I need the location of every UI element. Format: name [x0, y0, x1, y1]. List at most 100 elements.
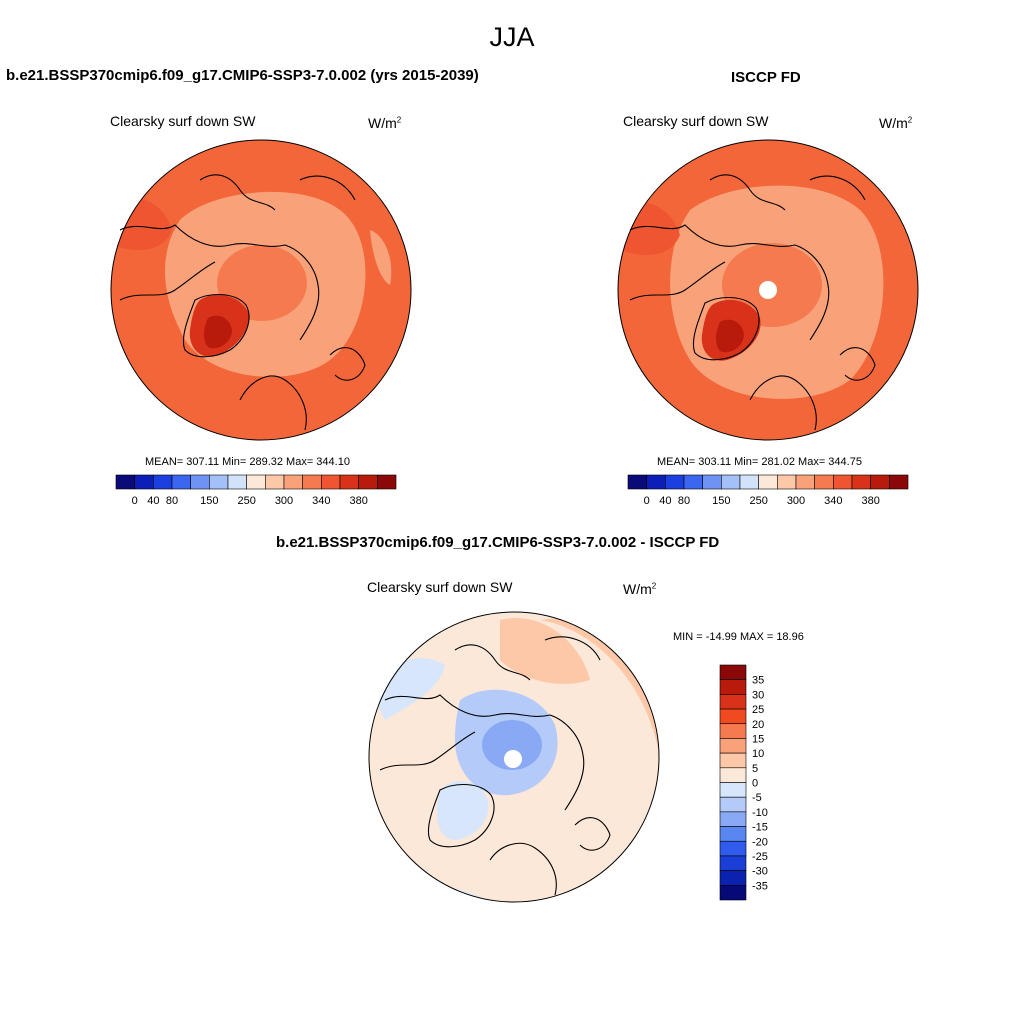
map-obs — [617, 139, 919, 441]
colorbar-model-swatch — [339, 474, 359, 490]
colorbar-model-tick-label: 80 — [166, 495, 178, 507]
map-model-coastlines — [119, 174, 366, 431]
colorbar-obs-swatch — [627, 474, 647, 490]
colorbar-diff-tick-label: -30 — [752, 866, 768, 878]
panel-1-stats: MEAN= 307.11 Min= 289.32 Max= 344.10 — [145, 456, 350, 468]
colorbar-obs-tick-label: 40 — [659, 495, 671, 507]
colorbar-model-swatch — [302, 474, 322, 490]
colorbar-diff-swatch — [719, 885, 747, 901]
colorbar-model-tick-label: 40 — [147, 495, 159, 507]
panel-1-variable: Clearsky surf down SW — [110, 113, 256, 129]
map-diff-fill-pole-cool — [482, 720, 542, 770]
colorbar-obs-tick-label: 340 — [824, 495, 842, 507]
colorbar-diff-tick-label: 35 — [752, 675, 764, 687]
colorbar-diff-tick-label: 0 — [752, 778, 758, 790]
colorbar-diff-swatch — [719, 708, 747, 725]
colorbar-diff-swatch — [719, 767, 747, 783]
colorbar-diff-tick-label: -25 — [752, 851, 768, 863]
colorbar-obs-swatch — [665, 474, 685, 490]
colorbar-model-swatch — [283, 474, 303, 490]
panel-2-units: W/m2 — [879, 115, 913, 131]
colorbar-model-swatch — [246, 474, 266, 490]
colorbar-obs-swatch — [795, 474, 815, 490]
colorbar-diff-swatch — [719, 855, 747, 871]
colorbar-diff-tick-label: 15 — [752, 733, 764, 745]
map-diff-coastlines — [379, 636, 611, 896]
page-title: JJA — [489, 22, 535, 52]
panel-3-title: b.e21.BSSP370cmip6.f09_g17.CMIP6-SSP3-7.… — [276, 534, 720, 551]
panel-2-stats: MEAN= 303.11 Min= 281.02 Max= 344.75 — [657, 456, 862, 468]
colorbar-model-swatch — [321, 474, 341, 490]
colorbar-obs-swatch — [739, 474, 759, 490]
colorbar-model-tick-label: 340 — [312, 495, 330, 507]
map-obs-coastlines — [629, 174, 876, 431]
colorbar-diff-tick-label: 30 — [752, 689, 764, 701]
colorbar-diff-tick-label: -5 — [752, 792, 762, 804]
colorbar-obs-swatch — [758, 474, 778, 490]
panel-3-variable: Clearsky surf down SW — [367, 579, 513, 595]
colorbar-obs-swatch — [721, 474, 741, 490]
panel-1-units: W/m2 — [368, 115, 402, 131]
map-diff-pole-hole — [504, 750, 522, 768]
colorbar-model-swatch — [190, 474, 210, 490]
colorbar-diff-tick-label: -10 — [752, 807, 768, 819]
colorbar-obs: 0 40 80 150 250 300 340 380 — [627, 474, 909, 507]
colorbar-model-swatch — [115, 474, 135, 490]
colorbar-model-tick-label: 150 — [200, 495, 218, 507]
colorbar-diff-swatch — [719, 796, 747, 813]
colorbar-diff-swatch — [719, 840, 747, 857]
colorbar-obs-swatch — [646, 474, 666, 490]
colorbar-diff-swatch — [719, 811, 747, 827]
panel-2-title: ISCCP FD — [731, 69, 801, 86]
colorbar-model: 0 40 80 150 250 300 340 380 — [115, 474, 397, 507]
colorbar-diff: 35 30 25 20 15 10 5 0 -5 -10 -15 -20 -25 -30 -35 — [719, 664, 768, 901]
map-model — [110, 139, 412, 441]
colorbar-model-swatch — [171, 474, 191, 490]
colorbar-obs-tick-label: 300 — [787, 495, 805, 507]
colorbar-model-swatch — [377, 474, 397, 490]
colorbar-diff-tick-label: -35 — [752, 880, 768, 892]
colorbar-diff-tick-label: 5 — [752, 763, 758, 775]
colorbar-model-swatch — [134, 474, 154, 490]
colorbar-model-tick-label: 250 — [237, 495, 255, 507]
map-diff-border — [368, 611, 660, 903]
colorbar-model-swatch — [153, 474, 173, 490]
colorbar-diff-swatch — [719, 694, 747, 710]
colorbar-diff-swatch — [719, 782, 747, 798]
colorbar-diff-swatch — [719, 738, 747, 754]
colorbar-obs-tick-label: 80 — [678, 495, 690, 507]
map-obs-pole-hole — [759, 281, 777, 299]
colorbar-model-swatch — [209, 474, 229, 490]
colorbar-diff-tick-label: -20 — [752, 836, 768, 848]
map-diff — [368, 611, 660, 903]
map-obs-border — [617, 139, 919, 441]
map-model-fill-east-band — [370, 230, 392, 285]
colorbar-model-swatch — [227, 474, 247, 490]
colorbar-diff-tick-label: 10 — [752, 748, 764, 760]
colorbar-obs-swatch — [889, 474, 909, 490]
colorbar-obs-swatch — [702, 474, 722, 490]
colorbar-model-swatch — [358, 474, 378, 490]
panel-2-variable: Clearsky surf down SW — [623, 113, 769, 129]
colorbar-model-swatch — [265, 474, 285, 490]
colorbar-obs-tick-label: 150 — [712, 495, 730, 507]
colorbar-obs-swatch — [851, 474, 871, 490]
colorbar-diff-swatch — [719, 752, 747, 769]
map-model-border — [110, 139, 412, 441]
map-obs-fill-greenland-core — [716, 319, 744, 353]
colorbar-model-tick-label: 0 — [132, 495, 138, 507]
colorbar-obs-swatch — [870, 474, 890, 490]
colorbar-diff-swatch — [719, 870, 747, 886]
map-diff-fill-greenland-cool — [436, 781, 489, 840]
colorbar-diff-swatch — [719, 826, 747, 842]
colorbar-obs-tick-label: 380 — [861, 495, 879, 507]
colorbar-diff-swatch — [719, 679, 747, 695]
colorbar-diff-tick-label: -15 — [752, 822, 768, 834]
colorbar-obs-tick-label: 250 — [749, 495, 767, 507]
colorbar-obs-tick-label: 0 — [644, 495, 650, 507]
panel-1-title: b.e21.BSSP370cmip6.f09_g17.CMIP6-SSP3-7.… — [6, 67, 479, 84]
colorbar-diff-swatch — [719, 723, 747, 739]
map-diff-fill-northeast-warm — [500, 618, 590, 684]
colorbar-diff-tick-label: 25 — [752, 704, 764, 716]
